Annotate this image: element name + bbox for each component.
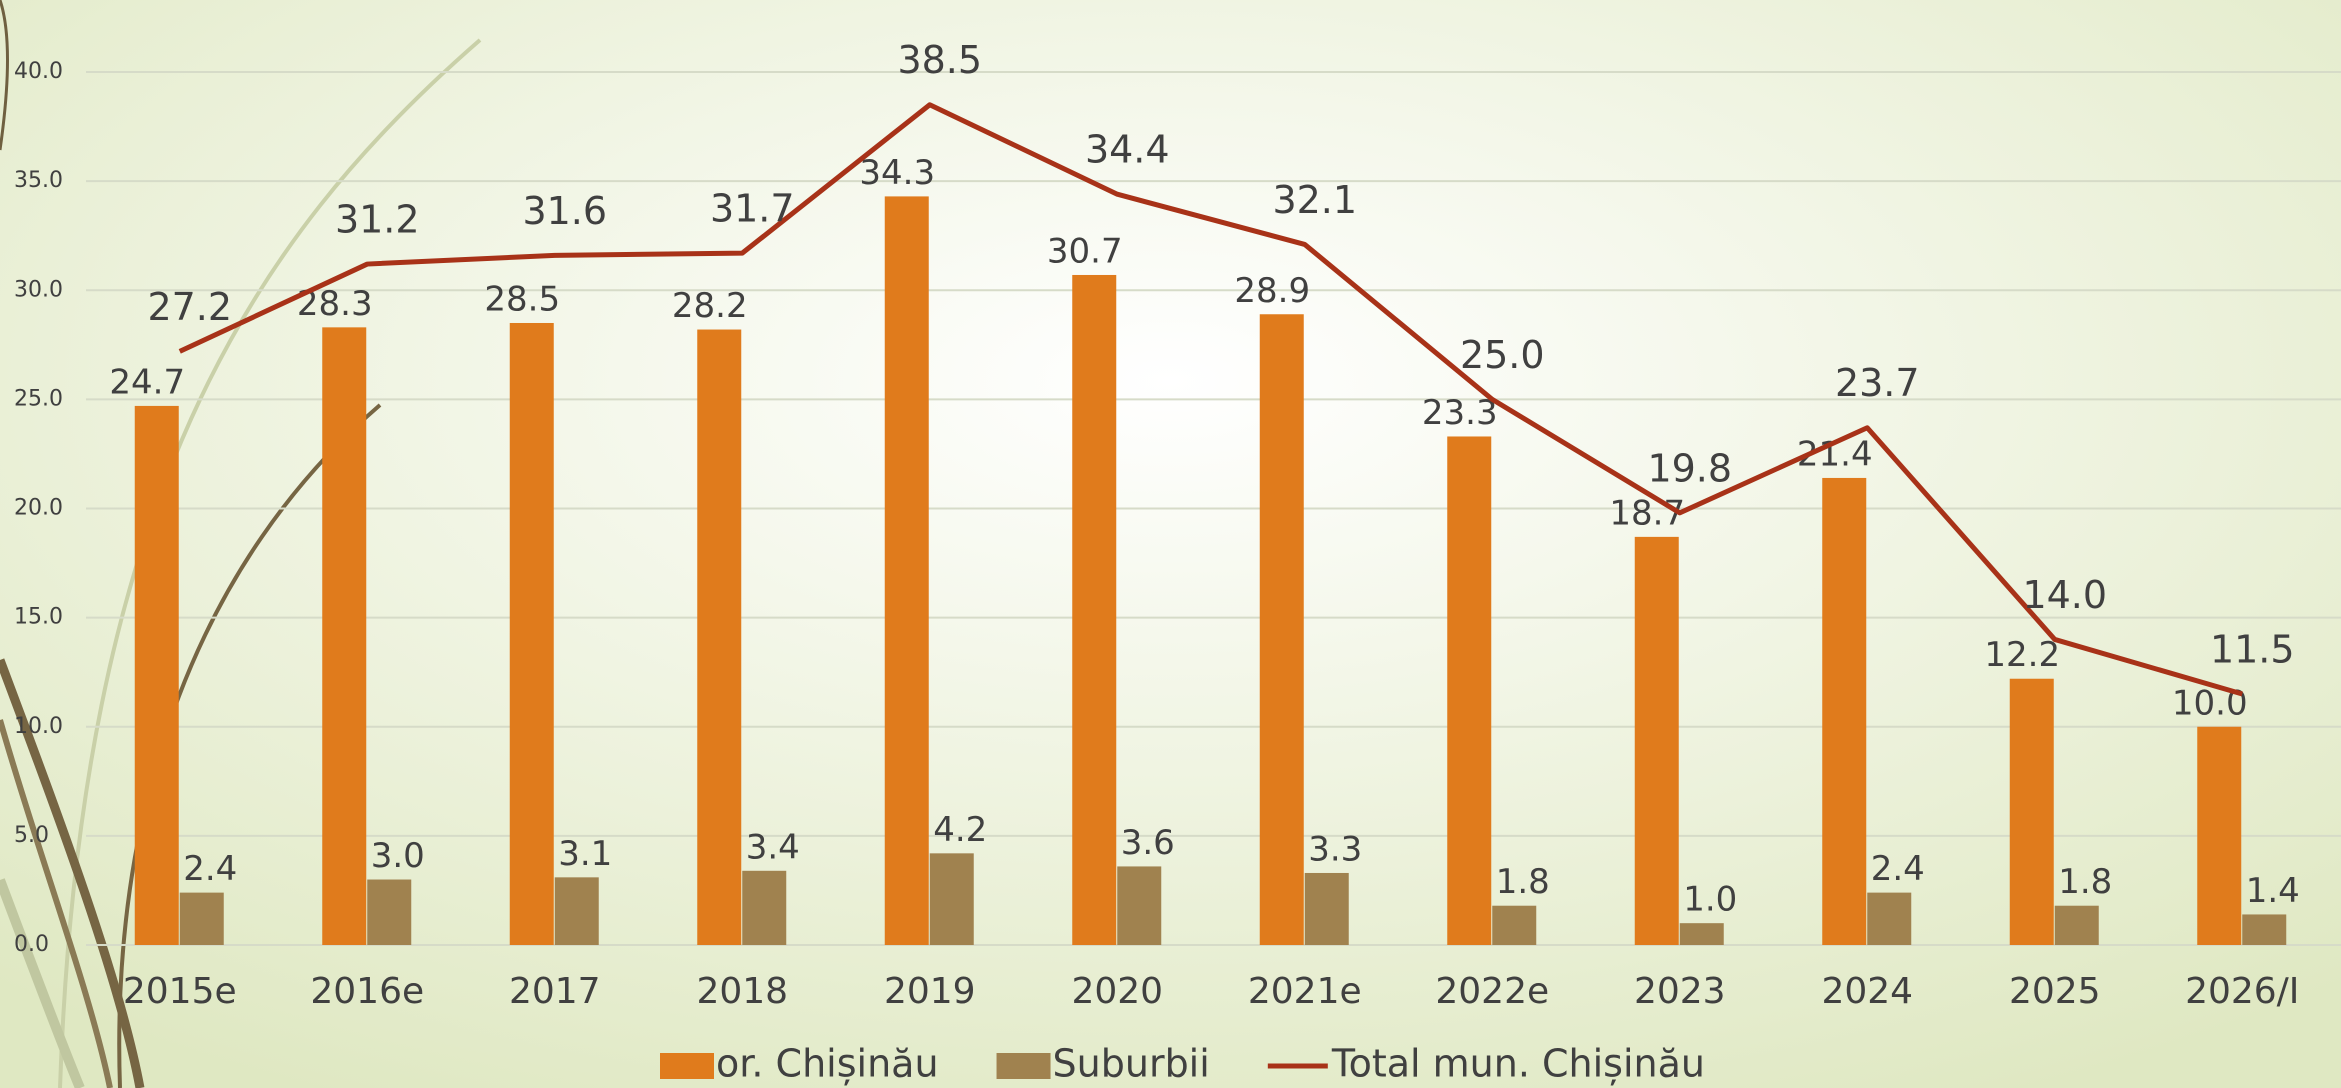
data-label: 1.4: [2246, 871, 2300, 911]
bar: [510, 323, 554, 945]
bar: [1117, 866, 1161, 945]
chart: 0.0 5.0 10.0 15.0 20.0 25.0 30.0 35.0 40.0 24.7 28…: [0, 0, 2341, 1088]
x-tick-label: 2023: [1634, 971, 1726, 1012]
bar: [1260, 314, 1304, 945]
data-label: 14.0: [2022, 573, 2107, 617]
data-label: 31.7: [710, 187, 795, 231]
bar: [180, 893, 224, 945]
data-label: 3.1: [558, 834, 612, 874]
x-tick-label: 2019: [884, 971, 976, 1012]
legend-label: Total mun. Chișinău: [1331, 1042, 1705, 1086]
x-tick-label: 2024: [1821, 971, 1913, 1012]
bar: [1305, 873, 1349, 945]
data-label: 32.1: [1272, 178, 1357, 222]
bar: [322, 327, 366, 945]
bar: [1447, 436, 1491, 945]
y-tick-label: 0.0: [14, 932, 49, 957]
data-label: 3.3: [1308, 829, 1362, 869]
bar: [2010, 679, 2054, 945]
bar: [885, 196, 929, 945]
data-label: 1.0: [1683, 880, 1737, 920]
bar: [742, 871, 786, 945]
x-tick-label: 2025: [2009, 971, 2101, 1012]
data-label: 3.6: [1121, 823, 1175, 863]
data-label: 27.2: [147, 285, 232, 329]
data-label: 25.0: [1460, 333, 1545, 377]
data-label: 23.7: [1835, 361, 1920, 405]
data-label: 34.4: [1085, 128, 1170, 172]
legend-swatch: [997, 1053, 1051, 1079]
data-label: 2.4: [1871, 849, 1925, 889]
data-label: 23.3: [1422, 393, 1498, 433]
x-tick-label: 2022e: [1435, 971, 1549, 1012]
data-label: 1.8: [1496, 862, 1550, 902]
x-tick-label: 2021e: [1248, 971, 1362, 1012]
bar: [1680, 923, 1724, 945]
data-label: 24.7: [109, 362, 185, 402]
data-label: 31.6: [522, 189, 607, 233]
bar: [697, 330, 741, 945]
y-tick-label: 35.0: [14, 168, 63, 193]
bar: [555, 877, 599, 945]
data-label: 12.2: [1984, 635, 2060, 675]
data-label: 28.2: [672, 286, 748, 326]
y-tick-label: 25.0: [14, 386, 63, 411]
bar: [367, 880, 411, 945]
data-label: 38.5: [897, 38, 982, 82]
x-tick-label: 2016e: [310, 971, 424, 1012]
legend-label: Suburbii: [1053, 1042, 1210, 1086]
x-tick-label: 2026/I: [2185, 971, 2299, 1012]
legend-swatch: [660, 1053, 714, 1079]
bar: [1072, 275, 1116, 945]
data-label: 28.9: [1234, 271, 1310, 311]
bar: [1635, 537, 1679, 945]
x-tick-label: 2017: [509, 971, 601, 1012]
data-label: 28.5: [484, 279, 560, 319]
x-tick-label: 2018: [696, 971, 788, 1012]
y-tick-label: 30.0: [14, 277, 63, 302]
y-tick-label: 5.0: [14, 823, 49, 848]
y-tick-label: 10.0: [14, 714, 63, 739]
data-label: 18.7: [1609, 493, 1685, 533]
data-label: 11.5: [2210, 628, 2295, 672]
x-tick-label: 2015e: [123, 971, 237, 1012]
bar: [135, 406, 179, 945]
y-tick-label: 15.0: [14, 605, 63, 630]
data-label: 10.0: [2172, 683, 2248, 723]
data-label: 4.2: [933, 810, 987, 850]
bar: [2197, 727, 2241, 945]
legend-label: or. Chișinău: [716, 1042, 939, 1086]
y-tick-label: 20.0: [14, 496, 63, 521]
bar: [930, 853, 974, 945]
bar: [1822, 478, 1866, 945]
bar: [1492, 906, 1536, 945]
data-label: 19.8: [1647, 446, 1732, 490]
y-tick-label: 40.0: [14, 59, 63, 84]
bar: [2242, 914, 2286, 945]
data-label: 3.0: [371, 836, 425, 876]
data-label: 1.8: [2058, 862, 2112, 902]
data-label: 3.4: [746, 827, 800, 867]
data-label: 34.3: [859, 153, 935, 193]
bar: [1867, 893, 1911, 945]
data-label: 2.4: [183, 849, 237, 889]
x-tick-label: 2020: [1071, 971, 1163, 1012]
data-label: 31.2: [335, 198, 420, 242]
data-label: 30.7: [1047, 231, 1123, 271]
bar: [2055, 906, 2099, 945]
